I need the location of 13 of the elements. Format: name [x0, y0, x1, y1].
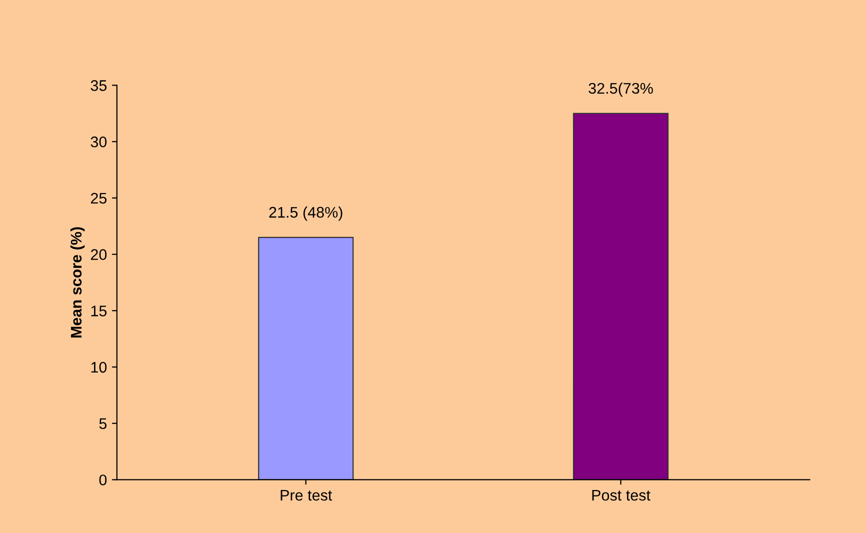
y-tick-label: 15 — [91, 306, 107, 316]
y-tick-label: 35 — [90, 80, 107, 91]
y-tick-label: 20 — [90, 249, 107, 260]
y-tick-label: 10 — [91, 362, 107, 373]
data-label: 32.5(73% — [588, 82, 653, 97]
y-tick-label: 5 — [99, 418, 107, 430]
data-label: 21.5 (48%) — [269, 206, 342, 221]
y-tick-label: 0 — [99, 474, 107, 486]
y-tick-label: 30 — [90, 136, 107, 148]
x-tick-label: Post test — [592, 490, 650, 501]
y-tick-label: 25 — [90, 192, 107, 204]
y-axis-title: Mean score (%) — [70, 227, 85, 338]
x-tick-label: Pre test — [280, 490, 332, 501]
